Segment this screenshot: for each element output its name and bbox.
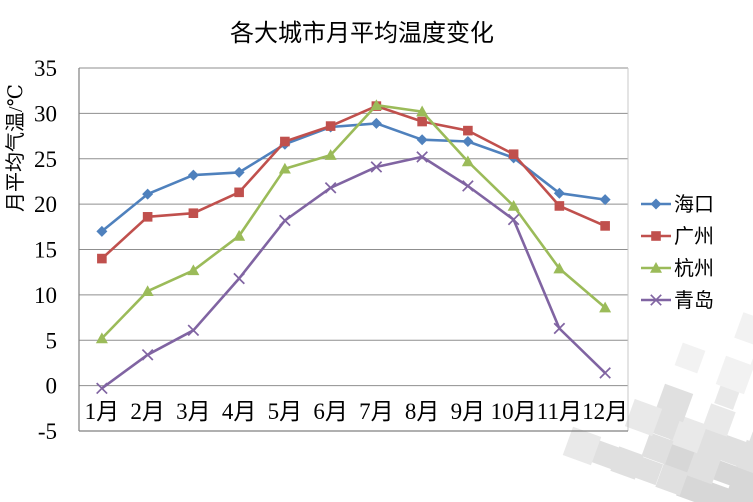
series-marker: [508, 149, 519, 160]
y-tick-label: 25: [34, 147, 57, 172]
y-axis-tick-labels: -5 0 5 10 15 20 25 30 35: [34, 56, 57, 444]
series-marker: [416, 134, 428, 146]
series-marker: [279, 214, 291, 227]
series-marker: [463, 125, 473, 136]
series-marker: [462, 136, 474, 148]
legend-label: 广州: [674, 225, 714, 248]
series-marker: [599, 194, 611, 206]
x-tick-label: 7月: [359, 399, 394, 424]
series-marker: [142, 212, 153, 222]
series-marker: [417, 116, 427, 127]
legend-item: 广州: [641, 225, 714, 248]
x-tick-label: 8月: [405, 399, 440, 424]
legend-label: 青岛: [674, 289, 714, 312]
series-marker: [187, 324, 200, 337]
legend-marker: [651, 231, 661, 241]
legend-marker: [650, 294, 662, 306]
y-tick-label: 15: [34, 238, 57, 263]
series-marker: [325, 121, 336, 131]
series-marker: [416, 105, 429, 117]
series-line: [101, 104, 606, 260]
y-axis-title: 月平均气温/℃: [4, 84, 27, 212]
series-marker: [599, 301, 612, 313]
chart-title: 各大城市月平均温度变化: [230, 20, 494, 47]
series-marker: [370, 161, 383, 173]
series-marker: [554, 201, 565, 211]
x-tick-label: 5月: [268, 399, 303, 424]
series-marker: [553, 262, 566, 274]
series-marker: [141, 348, 154, 361]
series-marker: [553, 187, 565, 199]
x-tick-label: 2月: [130, 399, 165, 424]
series-marker: [278, 162, 291, 174]
series-marker: [233, 166, 245, 178]
x-tick-label: 12月: [582, 399, 628, 424]
series-line: [101, 155, 607, 390]
series-marker: [370, 117, 382, 129]
x-tick-label: 6月: [313, 399, 348, 424]
x-axis-tick-labels: 1月 2月 3月 4月 5月 6月 7月 8月 9月 10月 11月 12月: [85, 399, 629, 424]
series-marker: [187, 169, 199, 181]
y-tick-label: 35: [34, 56, 57, 81]
y-tick-label: 5: [46, 328, 58, 353]
y-tick-label: 30: [34, 101, 57, 126]
series-marker: [233, 229, 246, 241]
series-marker: [599, 367, 611, 379]
legend-label: 杭州: [674, 257, 714, 280]
series-marker: [324, 149, 337, 160]
series-marker: [280, 136, 290, 147]
x-tick-label: 1月: [85, 399, 120, 424]
series-marker: [553, 322, 566, 335]
series-marker: [370, 99, 383, 111]
series-marker: [95, 332, 108, 344]
gridlines: [78, 67, 629, 432]
legend-item: 海口: [641, 193, 714, 216]
series-marker: [187, 264, 200, 276]
series-marker: [142, 188, 154, 200]
series-marker: [507, 213, 520, 226]
series-marker: [233, 272, 245, 285]
y-tick-label: 0: [46, 374, 58, 399]
legend-marker: [650, 198, 662, 210]
y-tick-label: 10: [34, 283, 57, 308]
series-marker: [461, 155, 474, 167]
series-marker: [97, 253, 107, 264]
data-series: [95, 99, 612, 395]
x-tick-label: 4月: [222, 399, 257, 424]
series-marker: [96, 225, 108, 237]
series-marker: [462, 180, 474, 192]
series-marker: [600, 221, 610, 231]
x-tick-label: 10月: [491, 399, 537, 424]
x-tick-label: 3月: [176, 399, 211, 424]
series-line: [100, 103, 606, 340]
series-2: [97, 101, 610, 264]
legend-marker: [650, 262, 662, 273]
series-marker: [507, 199, 520, 211]
legend-item: 杭州: [641, 257, 714, 280]
legend-label: 海口: [674, 193, 714, 216]
series-marker: [96, 382, 108, 395]
series-4: [96, 151, 611, 395]
series-marker: [141, 285, 154, 297]
series-marker: [234, 187, 244, 198]
series-3: [95, 99, 612, 344]
y-tick-label: 20: [34, 192, 57, 217]
series-marker: [188, 208, 199, 218]
series-marker: [324, 181, 337, 194]
x-tick-label: 11月: [537, 399, 582, 424]
y-tick-label: -5: [38, 419, 57, 444]
x-tick-label: 9月: [451, 399, 486, 424]
series-marker: [416, 151, 428, 163]
legend-item: 青岛: [641, 289, 714, 312]
